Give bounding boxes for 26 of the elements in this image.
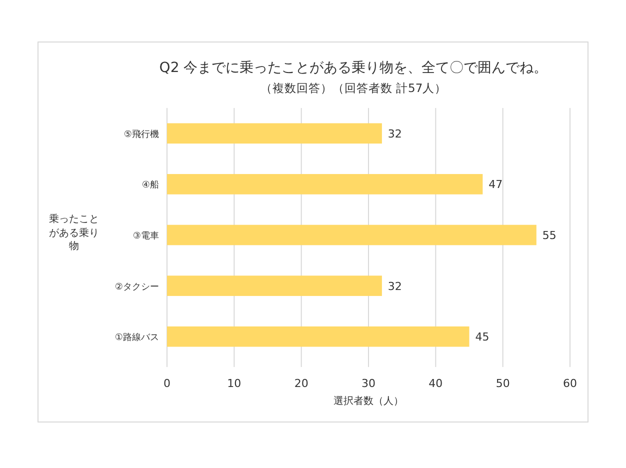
y-tick-label: ③電車 bbox=[132, 230, 159, 242]
data-label: 32 bbox=[388, 127, 402, 140]
data-label: 45 bbox=[475, 330, 490, 344]
x-tick-label: 40 bbox=[428, 377, 443, 390]
data-label: 47 bbox=[488, 178, 503, 192]
bar bbox=[167, 326, 470, 347]
x-tick-label: 60 bbox=[563, 377, 577, 390]
data-label: 32 bbox=[388, 280, 402, 293]
data-label: 55 bbox=[542, 229, 556, 242]
x-tick-label: 50 bbox=[496, 377, 510, 390]
y-axis-title: 乗ったことがある乗り物 bbox=[48, 213, 100, 254]
y-tick-label: ①路線バス bbox=[114, 332, 159, 344]
chart-subtitle: （複数回答）（回答者数 計57人） bbox=[260, 81, 447, 95]
bar bbox=[167, 276, 382, 296]
y-tick-label: ④船 bbox=[142, 180, 159, 191]
bar bbox=[167, 174, 483, 194]
x-tick-label: 30 bbox=[362, 377, 376, 390]
x-tick-label: 10 bbox=[227, 377, 242, 390]
bar bbox=[167, 123, 382, 144]
x-axis-title: 選択者数（人） bbox=[334, 395, 404, 407]
y-tick-label: ⑤飛行機 bbox=[124, 128, 159, 140]
y-tick-label: ②タクシー bbox=[114, 282, 159, 292]
x-tick-label: 0 bbox=[164, 377, 170, 390]
x-tick-label: 20 bbox=[294, 377, 308, 390]
chart-title: Q2 今までに乗ったことがある乗り物を、全て〇で囲んでね。 bbox=[159, 60, 548, 76]
bar bbox=[167, 224, 536, 246]
